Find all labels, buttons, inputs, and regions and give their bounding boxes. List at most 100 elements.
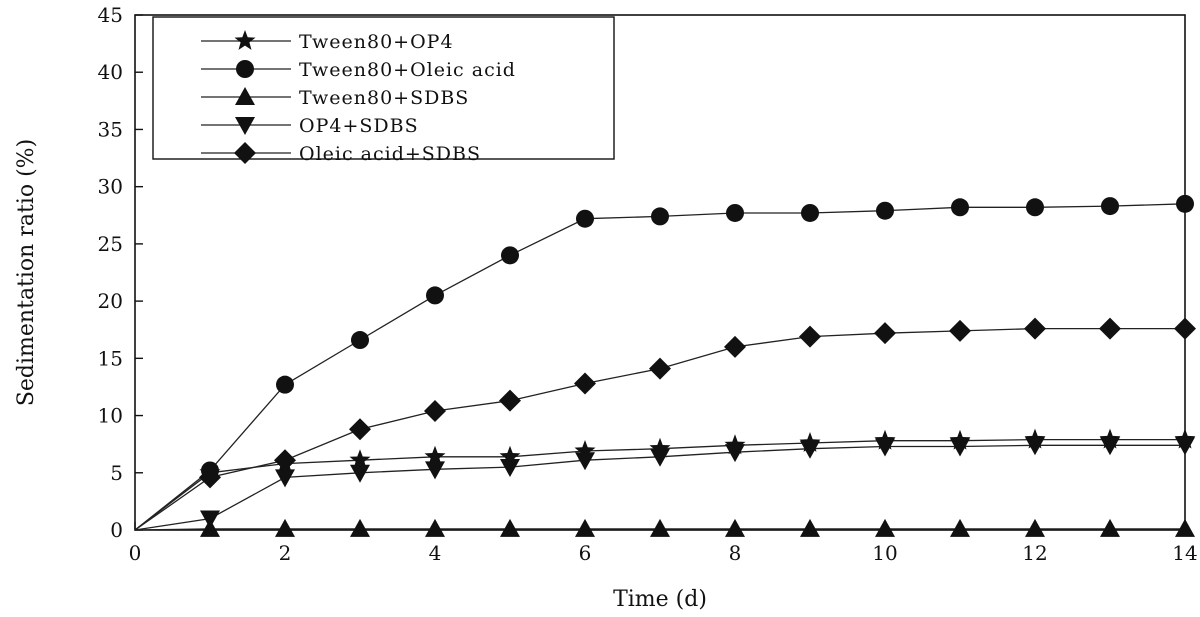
data-point-circle: [951, 198, 969, 217]
series-triangle-up: [134, 518, 1195, 537]
data-point-circle: [351, 331, 369, 350]
data-point-triangle-up: [1175, 518, 1195, 537]
data-point-diamond: [199, 466, 221, 489]
x-tick-label: 10: [872, 541, 897, 565]
y-tick-label: 35: [98, 117, 123, 141]
legend-marker-triangle-down: [235, 117, 255, 135]
data-point-circle: [801, 203, 819, 222]
y-tick-label: 0: [110, 518, 123, 542]
data-point-diamond: [1174, 317, 1196, 340]
legend-item: Oleic acid+SDBS: [201, 142, 481, 165]
data-point-circle: [726, 203, 744, 222]
data-point-triangle-down: [950, 438, 970, 457]
y-tick-label: 20: [98, 289, 123, 313]
data-point-diamond: [1024, 317, 1046, 340]
y-axis-title: Sedimentation ratio (%): [14, 139, 39, 406]
legend-item: Tween80+Oleic acid: [201, 59, 516, 81]
data-point-triangle-down: [875, 438, 895, 457]
data-point-diamond: [349, 418, 371, 441]
data-point-triangle-up: [875, 518, 895, 537]
legend-item: Tween80+SDBS: [201, 87, 469, 109]
legend: Tween80+OP4 Tween80+Oleic acid Tween80+SDB…: [152, 16, 615, 165]
data-point-circle: [576, 209, 594, 228]
data-point-triangle-down: [575, 452, 595, 471]
data-point-triangle-up: [650, 518, 670, 537]
data-point-star: [649, 437, 671, 458]
x-tick-label: 4: [429, 541, 442, 565]
data-point-triangle-up: [1025, 518, 1045, 537]
x-tick-label: 2: [279, 541, 292, 565]
y-tick-label: 40: [98, 60, 123, 84]
data-point-diamond: [799, 325, 821, 348]
data-point-triangle-up: [725, 518, 745, 537]
data-point-circle: [276, 375, 294, 394]
x-tick-label: 6: [579, 541, 592, 565]
data-point-circle: [651, 207, 669, 226]
data-point-triangle-down: [1175, 437, 1195, 456]
data-point-star: [574, 440, 596, 460]
data-point-diamond: [274, 449, 296, 472]
data-point-triangle-down: [800, 440, 820, 459]
data-point-star: [499, 445, 521, 466]
legend-label: Tween80+OP4: [299, 31, 454, 53]
data-point-diamond: [424, 399, 446, 422]
axes: 0 5 10 15 20 25 30 35 40 45 0 2 4 6 8 10 12 14: [98, 3, 1198, 565]
data-point-circle: [876, 201, 894, 220]
data-point-triangle-up: [575, 518, 595, 537]
data-point-circle: [1101, 197, 1119, 216]
data-point-triangle-up: [950, 518, 970, 537]
data-point-triangle-down: [500, 459, 520, 478]
data-point-triangle-down: [200, 510, 220, 529]
data-point-triangle-up: [350, 518, 370, 537]
y-tick-label: 25: [98, 232, 123, 256]
series-group: [134, 194, 1196, 537]
legend-marker-triangle-up: [235, 87, 255, 105]
legend-label: Tween80+Oleic acid: [299, 59, 516, 81]
y-tick-label: 45: [98, 3, 123, 27]
data-point-triangle-down: [425, 461, 445, 480]
x-tick-label: 0: [129, 541, 142, 565]
data-point-diamond: [1099, 317, 1121, 340]
legend-marker-diamond: [234, 142, 256, 164]
legend-item: Tween80+OP4: [201, 30, 454, 53]
legend-marker-circle: [236, 60, 254, 78]
data-point-star: [424, 445, 446, 466]
data-point-triangle-down: [725, 444, 745, 463]
data-point-diamond: [724, 335, 746, 358]
data-point-triangle-down: [650, 448, 670, 467]
data-point-diamond: [874, 322, 896, 345]
x-tick-label: 14: [1172, 541, 1197, 565]
y-tick-label: 30: [98, 175, 123, 199]
y-tick-label: 10: [98, 404, 123, 428]
x-tick-label: 8: [729, 541, 742, 565]
x-tick-label: 12: [1022, 541, 1047, 565]
x-axis-title: Time (d): [613, 587, 707, 612]
data-point-diamond: [649, 357, 671, 380]
y-tick-label: 15: [98, 346, 123, 370]
data-point-circle: [501, 246, 519, 265]
data-point-triangle-down: [1025, 437, 1045, 456]
data-point-diamond: [574, 372, 596, 395]
data-point-triangle-up: [275, 518, 295, 537]
data-point-triangle-up: [800, 518, 820, 537]
data-point-diamond: [949, 319, 971, 342]
series-triangle-down: [134, 437, 1195, 531]
data-point-star: [349, 449, 371, 470]
data-point-triangle-up: [500, 518, 520, 537]
data-point-triangle-up: [425, 518, 445, 537]
legend-item: OP4+SDBS: [201, 115, 419, 137]
series-diamond: [134, 317, 1196, 531]
data-point-circle: [426, 286, 444, 305]
data-point-circle: [1176, 194, 1194, 213]
data-point-triangle-down: [1100, 437, 1120, 456]
y-tick-label: 5: [110, 461, 123, 485]
data-point-triangle-down: [275, 469, 295, 488]
data-point-triangle-down: [350, 464, 370, 483]
legend-label: Tween80+SDBS: [299, 87, 469, 109]
legend-marker-star: [234, 30, 256, 50]
data-point-diamond: [499, 389, 521, 412]
legend-label: Oleic acid+SDBS: [299, 143, 481, 165]
data-point-triangle-up: [1100, 518, 1120, 537]
legend-label: OP4+SDBS: [299, 115, 419, 137]
